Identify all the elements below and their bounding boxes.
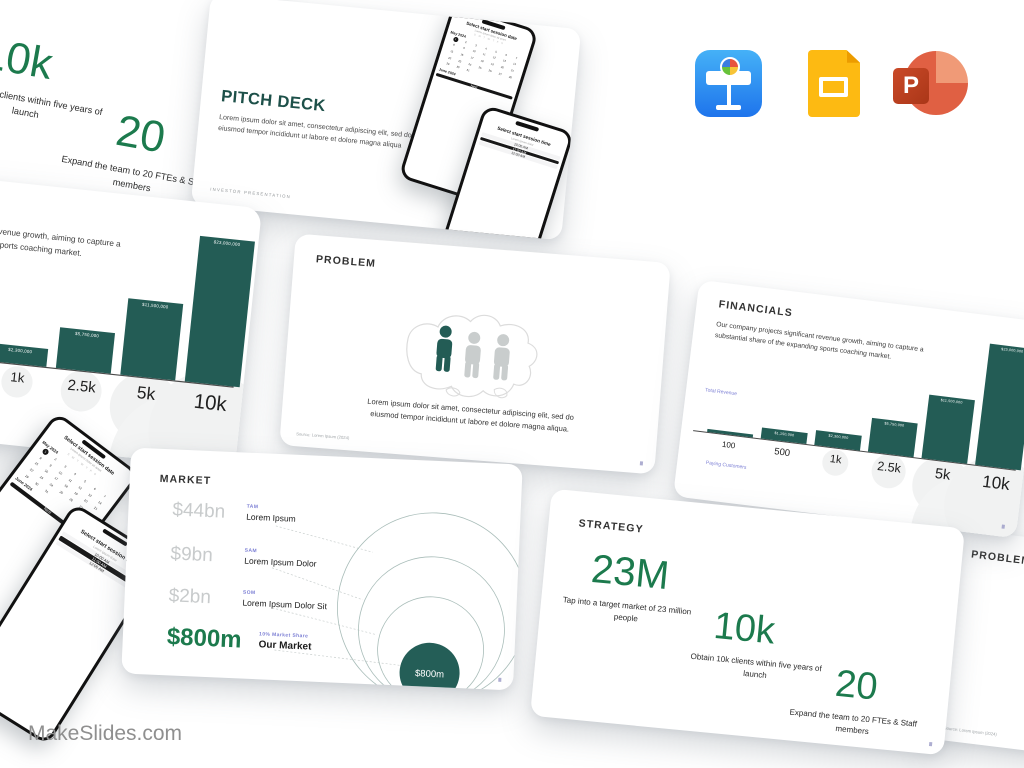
person-icon [464, 331, 481, 379]
revenue-bar: $11,500,000 [921, 394, 975, 464]
page-number [498, 677, 502, 682]
slide-title: PITCH DECK [220, 87, 327, 116]
x-tick-label: 2.5k [66, 376, 97, 397]
x-tick-label: 5k [934, 465, 952, 484]
bar-value: $23,000,000 [213, 239, 241, 248]
our-market-circle [399, 642, 460, 691]
market-row-our-market: $800m 10% Market Share Our Market [166, 623, 311, 654]
person-icon [435, 325, 453, 372]
market-row-tam: $44bn TAM Lorem Ipsum [171, 499, 296, 523]
revenue-bar-chart: $1,150,000 $2,300,000 $5,750,000 $11,500… [695, 309, 1024, 471]
som-circle [377, 596, 484, 691]
x-tick-label: 2.5k [876, 458, 902, 476]
google-slides-frame [819, 77, 848, 97]
revenue-bar: $23,000,000 [184, 235, 255, 388]
revenue-bar: $23,000,000 [975, 343, 1024, 471]
x-tick-label: 5k [135, 383, 157, 405]
bar-value: $2,300,000 [8, 347, 33, 355]
bar-value: $5,750,000 [884, 421, 905, 428]
slide-title: PROBLEM [315, 253, 377, 270]
slide-financials-fragment: FINANCIALS Our company projects signific… [0, 165, 263, 469]
slide-footer: INVESTOR PRESENTATION [210, 186, 292, 200]
market-value: $800m [166, 623, 243, 654]
google-slides-icon [808, 50, 860, 117]
slide-title: PROBLEM [970, 548, 1024, 568]
keynote-stand [726, 85, 731, 106]
market-row-som: $2bn SOM Lorem Ipsum Dolor Sit [168, 585, 327, 611]
slide-strategy: STRATEGY 23M Tap into a target market of… [530, 488, 965, 756]
revenue-bar: $2,300,000 [814, 430, 862, 451]
revenue-bar: $5,750,000 [55, 327, 116, 374]
page-number [928, 741, 933, 747]
keynote-base [716, 105, 741, 110]
google-slides-fold [846, 50, 860, 63]
source-note: Source: Lorem Ipsum (2024) [295, 431, 350, 441]
slide-market: $800m MARKET $44bn TAM Lorem Ipsum $9bn … [121, 447, 523, 691]
x-tick-label: 10k [192, 389, 228, 416]
slide-pitch-deck-cover: PITCH DECK Lorem ipsum dolor sit amet, c… [190, 0, 582, 241]
hong-kong-map [406, 314, 538, 399]
bar-value: $11,500,000 [940, 398, 963, 405]
stat-value: 23M [589, 546, 672, 599]
site-logo: MakeSlides.com [28, 722, 183, 745]
page-number [1001, 524, 1005, 529]
slide-title: STRATEGY [578, 517, 645, 536]
x-tick-label: 100 [721, 439, 736, 451]
bar-value: $1,150,000 [774, 431, 795, 438]
x-tick-label: 1k [829, 453, 843, 467]
revenue-bar: $5,750,000 [867, 417, 918, 458]
x-tick-label: 10k [981, 471, 1011, 495]
bar-value: $11,500,000 [141, 302, 169, 310]
keynote-podium [706, 71, 751, 85]
slide-body-text: Lorem ipsum dolor sit amet, consectetur … [217, 114, 413, 150]
x-tick-label: 500 [773, 446, 791, 460]
bar-value: $23,000,000 [1001, 347, 1024, 354]
keynote-icon [695, 50, 762, 117]
powerpoint-letter: P [902, 72, 919, 99]
powerpoint-badge: P [893, 68, 929, 104]
stat-value: 10k [0, 29, 57, 90]
sam-circle [358, 556, 505, 691]
market-value: $44bn [171, 499, 226, 523]
x-axis-label: Paying Customers [705, 459, 747, 471]
x-tick-label: 1k [9, 370, 26, 387]
source-note: Source: Lorem Ipsum (2024) [943, 725, 998, 737]
powerpoint-icon: P [893, 50, 969, 116]
keynote-pie-chart [720, 57, 740, 77]
bar-value: $2,300,000 [828, 433, 849, 441]
revenue-bar-chart: $1,150,000 $2,300,000 $5,750,000 $11,500… [0, 200, 257, 388]
stat-value: 20 [833, 662, 880, 709]
revenue-bar: $11,500,000 [120, 298, 184, 381]
page-number [639, 461, 644, 466]
slide-financials: FINANCIALS Our company projects signific… [673, 279, 1024, 539]
bar-value: $5,750,000 [74, 331, 100, 339]
market-row-sam: $9bn SAM Lorem Ipsum Dolor [170, 543, 317, 568]
slide-problem: PROBLEM Lorem ipsum dolor sit amet, cons… [279, 233, 671, 475]
stat-value: 10k [711, 604, 777, 653]
market-value: $9bn [170, 543, 214, 567]
phone-notch-icon [514, 120, 540, 132]
person-icon [493, 334, 510, 381]
tam-circle [337, 512, 523, 691]
market-value: $2bn [168, 585, 212, 609]
slide-title: MARKET [159, 472, 212, 488]
bubble-label: $800m [415, 668, 445, 680]
